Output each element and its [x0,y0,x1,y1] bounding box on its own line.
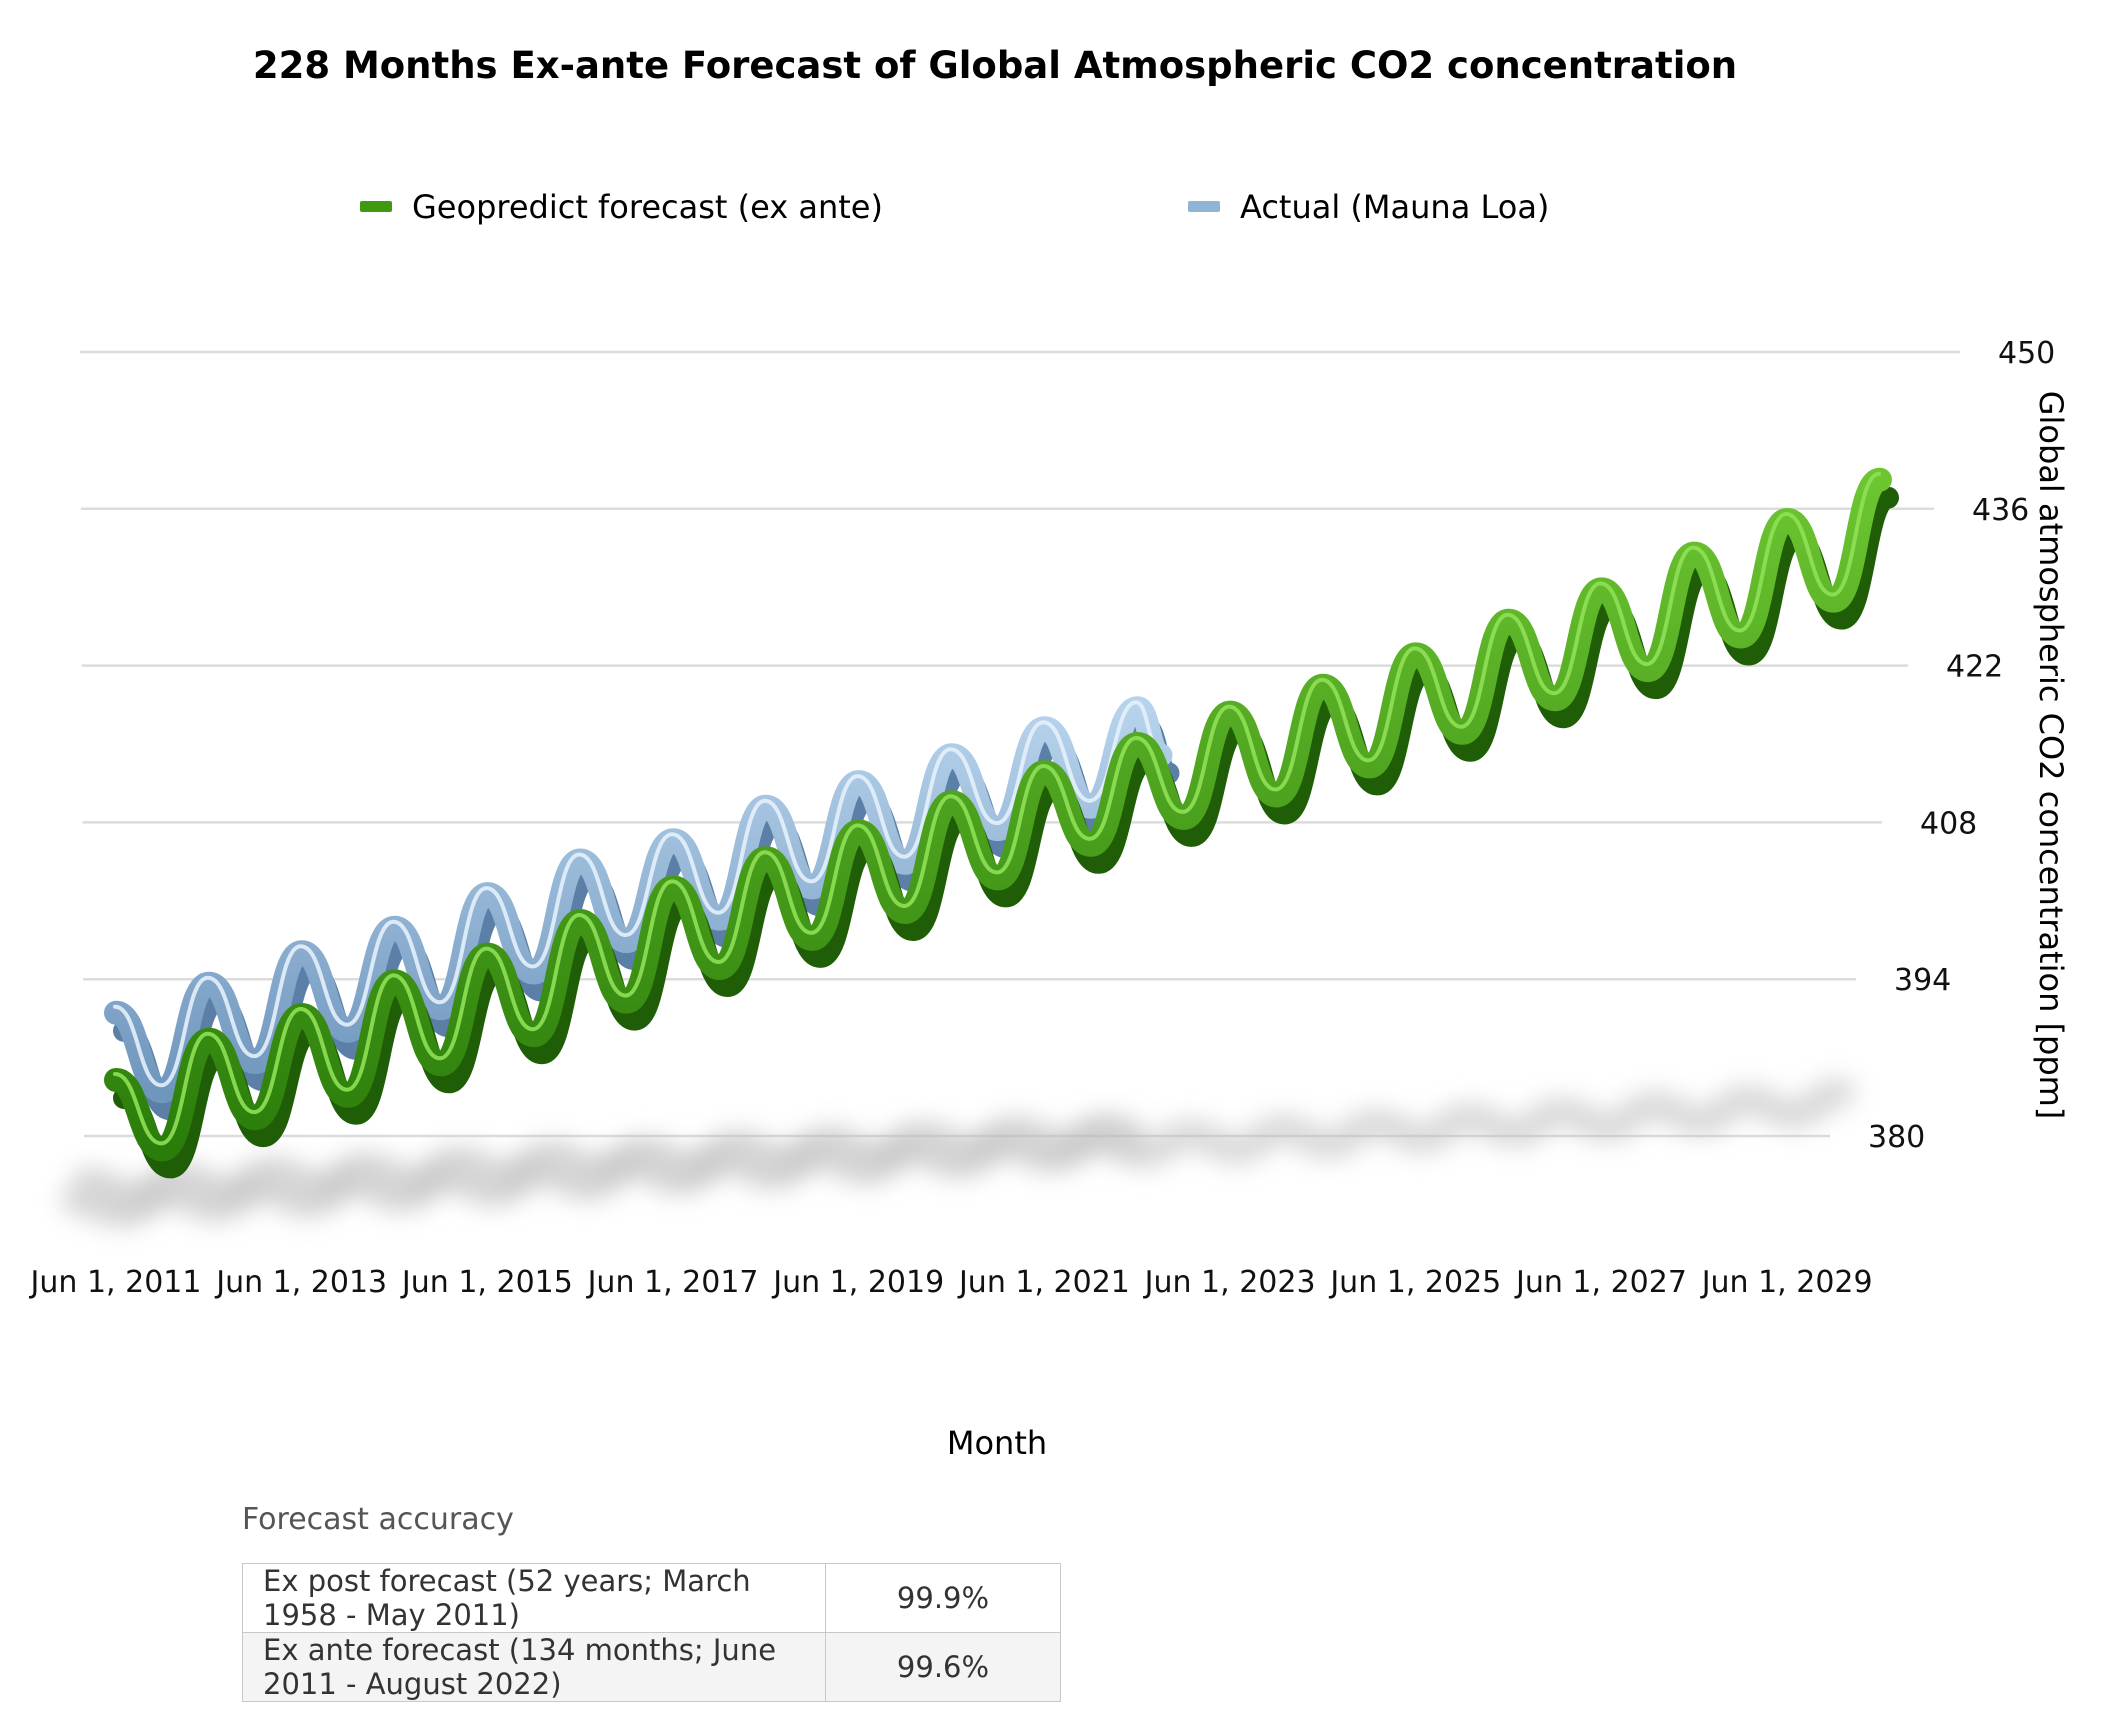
series-line [104,467,1892,1162]
x-tick-label: Jun 1, 2023 [1143,1265,1316,1300]
forecast-accuracy: Forecast accuracy Ex post forecast (52 y… [242,1502,1061,1702]
legend-label-forecast: Geopredict forecast (ex ante) [412,188,883,226]
accuracy-metric-label: Ex ante forecast (134 months; June 2011 … [242,1632,826,1702]
x-axis-ticks: Jun 1, 2011 Jun 1, 2013 Jun 1, 2015 Jun 1, … [29,1265,1873,1300]
x-tick-label: Jun 1, 2011 [29,1265,202,1300]
table-row: Ex post forecast (52 years; March 1958 -… [242,1563,1061,1633]
y-tick-label: 422 [1946,650,2003,685]
x-axis-title: Month [947,1424,1047,1462]
x-tick-label: Jun 1, 2017 [586,1265,759,1300]
accuracy-value: 99.6% [825,1632,1061,1702]
y-tick-label: 380 [1868,1120,1925,1155]
accuracy-title: Forecast accuracy [242,1502,514,1537]
x-tick-label: Jun 1, 2027 [1514,1265,1687,1300]
legend-swatch-actual [1188,201,1220,212]
legend: Geopredict forecast (ex ante) Actual (Ma… [360,188,1549,226]
series-forecast [104,467,1899,1179]
y-axis-ticks: 380 394 408 422 436 450 [1868,336,2055,1155]
y-tick-label: 408 [1920,806,1977,841]
y-axis-title: Global atmospheric CO2 concentration [pp… [2032,391,2070,1120]
series-line [104,696,1173,1104]
series-shadow [61,1077,1855,1229]
y-tick-label: 394 [1894,963,1951,998]
series-lines [104,467,1899,1179]
accuracy-table: Ex post forecast (52 years; March 1958 -… [242,1563,1061,1702]
series-highlight [113,471,1881,1146]
y-tick-label: 436 [1972,493,2029,528]
series-shadows [61,1077,1855,1229]
y-tick-label: 450 [1998,336,2055,371]
x-tick-label: Jun 1, 2015 [400,1265,573,1300]
series-highlight [113,700,1162,1088]
legend-label-actual: Actual (Mauna Loa) [1240,188,1549,226]
x-tick-label: Jun 1, 2029 [1700,1265,1873,1300]
x-tick-label: Jun 1, 2021 [957,1265,1130,1300]
chart-title: 228 Months Ex-ante Forecast of Global At… [253,44,1737,87]
accuracy-metric-label: Ex post forecast (52 years; March 1958 -… [242,1563,826,1633]
table-row: Ex ante forecast (134 months; June 2011 … [242,1632,1061,1702]
x-tick-label: Jun 1, 2013 [214,1265,387,1300]
x-tick-label: Jun 1, 2019 [771,1265,944,1300]
accuracy-value: 99.9% [825,1563,1061,1633]
series-shadow [73,1112,1148,1212]
x-tick-label: Jun 1, 2025 [1328,1265,1501,1300]
legend-swatch-forecast [360,201,392,212]
